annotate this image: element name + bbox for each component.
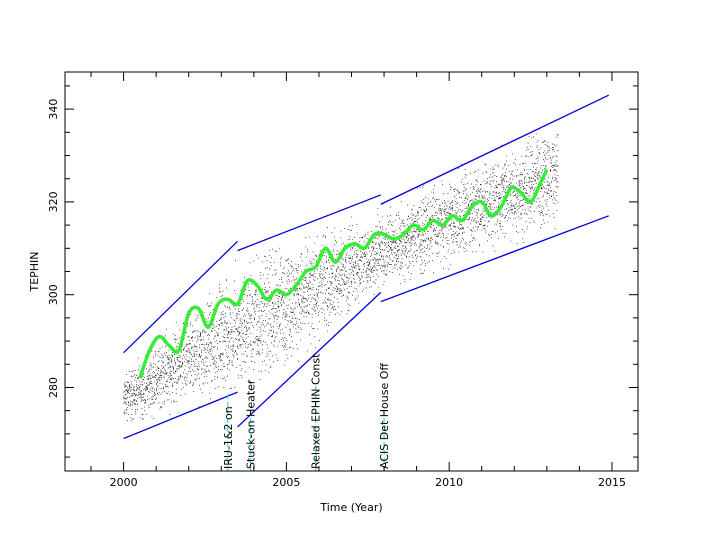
envelope-line bbox=[237, 194, 382, 252]
y-axis-label: TEPHIN bbox=[28, 251, 41, 292]
envelope-line bbox=[237, 291, 382, 428]
y-tick-label: 340 bbox=[47, 99, 60, 120]
x-tick-label: 2010 bbox=[435, 476, 463, 489]
smooth-fit-line bbox=[138, 168, 549, 379]
y-tick-label: 280 bbox=[47, 377, 60, 398]
x-axis-label: Time (Year) bbox=[319, 501, 382, 514]
event-label: IRU-1&2 on bbox=[222, 406, 235, 469]
event-label: Relaxed EPHIN Const bbox=[310, 353, 323, 469]
x-tick-label: 2000 bbox=[110, 476, 138, 489]
envelope-lines bbox=[123, 94, 609, 440]
event-markers: IRU-1&2 on Stuck-on Heater Relaxed EPHIN C… bbox=[222, 353, 391, 471]
scatter-points bbox=[123, 133, 559, 422]
y-tick-label: 320 bbox=[47, 191, 60, 212]
axis-ticks: 2000 2005 2010 2015 280 300 320 340 bbox=[47, 72, 638, 489]
envelope-line bbox=[123, 240, 239, 354]
event-label: Stuck-on Heater bbox=[245, 379, 258, 469]
smooth-fit-layer bbox=[138, 168, 549, 379]
plot-frame bbox=[64, 71, 639, 472]
envelope-line bbox=[380, 215, 609, 303]
envelope-line bbox=[123, 391, 238, 440]
y-tick-label: 300 bbox=[47, 284, 60, 305]
x-tick-label: 2015 bbox=[598, 476, 626, 489]
event-label: ACIS Det House Off bbox=[378, 363, 391, 469]
x-tick-label: 2005 bbox=[272, 476, 300, 489]
envelope-line bbox=[380, 94, 609, 205]
scatter-point-cloud bbox=[123, 133, 559, 422]
